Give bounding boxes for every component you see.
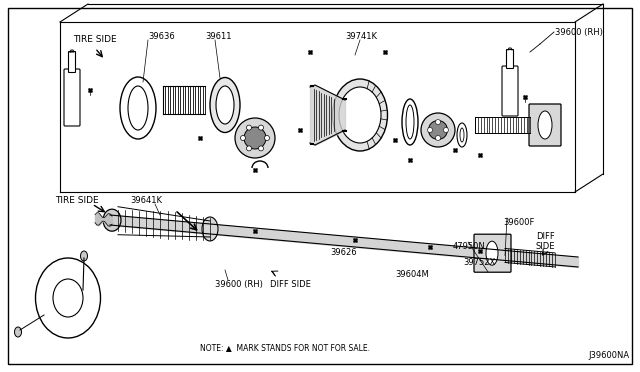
Text: 39600 (RH): 39600 (RH) xyxy=(555,28,603,37)
Ellipse shape xyxy=(210,77,240,132)
FancyBboxPatch shape xyxy=(506,49,513,68)
Ellipse shape xyxy=(428,128,433,132)
Ellipse shape xyxy=(35,258,100,338)
Text: TIRE SIDE: TIRE SIDE xyxy=(55,196,99,205)
FancyBboxPatch shape xyxy=(502,66,518,116)
Ellipse shape xyxy=(444,128,449,132)
Text: DIFF SIDE: DIFF SIDE xyxy=(270,280,311,289)
Ellipse shape xyxy=(241,135,246,141)
Ellipse shape xyxy=(264,135,269,141)
Ellipse shape xyxy=(457,123,467,147)
Text: 39641K: 39641K xyxy=(130,196,162,205)
Ellipse shape xyxy=(402,99,418,145)
Text: SIDE: SIDE xyxy=(536,242,556,251)
Text: DIFF: DIFF xyxy=(536,232,555,241)
Ellipse shape xyxy=(460,128,464,142)
FancyBboxPatch shape xyxy=(64,69,80,126)
FancyBboxPatch shape xyxy=(474,234,511,272)
Ellipse shape xyxy=(429,121,447,140)
Ellipse shape xyxy=(435,119,440,125)
Ellipse shape xyxy=(216,86,234,124)
Ellipse shape xyxy=(486,241,498,265)
Ellipse shape xyxy=(202,217,218,241)
Ellipse shape xyxy=(421,113,455,147)
Ellipse shape xyxy=(339,87,381,143)
Text: NOTE: ▲  MARK STANDS FOR NOT FOR SALE.: NOTE: ▲ MARK STANDS FOR NOT FOR SALE. xyxy=(200,343,370,353)
Ellipse shape xyxy=(53,279,83,317)
Ellipse shape xyxy=(246,125,252,130)
Ellipse shape xyxy=(259,125,264,130)
Text: J39600NA: J39600NA xyxy=(589,350,630,359)
Text: 39626: 39626 xyxy=(330,248,356,257)
Ellipse shape xyxy=(259,146,264,151)
Text: 39636: 39636 xyxy=(148,32,175,41)
Ellipse shape xyxy=(128,86,148,130)
FancyBboxPatch shape xyxy=(68,51,76,73)
FancyBboxPatch shape xyxy=(529,104,561,146)
Ellipse shape xyxy=(81,251,88,261)
Ellipse shape xyxy=(15,327,22,337)
Text: 39752X: 39752X xyxy=(463,258,495,267)
Text: 39611: 39611 xyxy=(205,32,232,41)
Text: TIRE SIDE: TIRE SIDE xyxy=(73,35,116,44)
Ellipse shape xyxy=(120,77,156,139)
Ellipse shape xyxy=(235,118,275,158)
Ellipse shape xyxy=(406,105,414,139)
Text: 47950N: 47950N xyxy=(453,242,486,251)
Ellipse shape xyxy=(244,127,266,149)
Ellipse shape xyxy=(435,135,440,141)
Text: 39604M: 39604M xyxy=(395,270,429,279)
Ellipse shape xyxy=(333,79,387,151)
Ellipse shape xyxy=(103,209,121,231)
Text: 39600F: 39600F xyxy=(503,218,534,227)
Text: 39600 (RH): 39600 (RH) xyxy=(215,280,263,289)
Text: 39741K: 39741K xyxy=(345,32,377,41)
Ellipse shape xyxy=(538,111,552,139)
Ellipse shape xyxy=(246,146,252,151)
